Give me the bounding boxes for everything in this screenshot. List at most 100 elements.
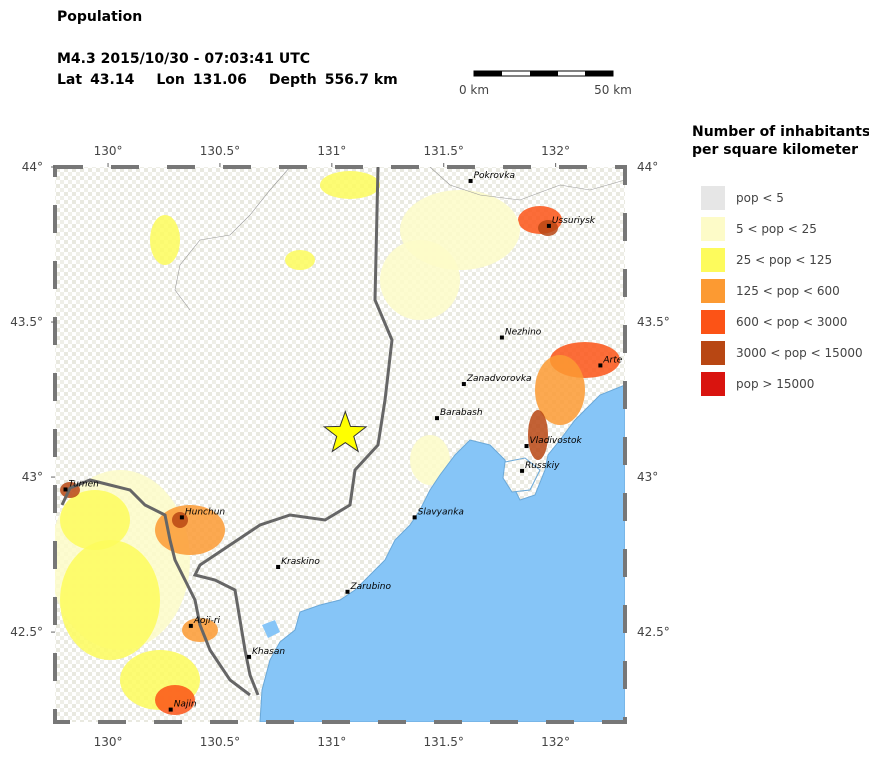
city-marker: [345, 589, 350, 594]
legend-label: 25 < pop < 125: [736, 253, 832, 267]
lon-label-bottom: 131.5°: [424, 735, 464, 749]
city-marker: [188, 623, 193, 628]
location-label: Depth: [269, 72, 317, 88]
population-area: [538, 220, 558, 236]
lon-label-top: 132°: [541, 144, 570, 158]
lat-label-left: 42.5°: [10, 625, 43, 639]
lat-label-left: 43.5°: [10, 315, 43, 329]
event: M4.3 2015/10/30 - 07:03:41 UTC: [57, 51, 310, 67]
city-label: Barabash: [440, 408, 483, 418]
city-label: Aoji-ri: [193, 616, 221, 626]
frame: [53, 165, 627, 724]
city-marker: [598, 363, 603, 368]
population-area: [60, 540, 160, 660]
cities: Pokrovka Ussuriysk Nezhino Arte Zanadvorovka…: [63, 171, 623, 712]
city-marker: [499, 335, 504, 340]
city-marker: [412, 515, 417, 520]
city-label: Pokrovka: [474, 171, 515, 181]
city-marker: [524, 444, 529, 449]
lat-label-right: 43°: [637, 470, 658, 484]
legend-swatch: [701, 217, 725, 241]
city-label: Najin: [174, 700, 197, 710]
population-area: [150, 215, 180, 265]
city-marker: [168, 707, 173, 712]
city-label: Arte: [602, 355, 622, 365]
legend-label: 3000 < pop < 15000: [736, 346, 863, 360]
city-marker: [247, 654, 252, 659]
legend: pop < 5 5 < pop < 25 25 < pop < 125 125 < p…: [701, 186, 863, 396]
city-label: Nezhino: [505, 328, 542, 338]
location-label: Lat: [57, 72, 82, 88]
city-label: Hunchun: [185, 507, 226, 517]
scale-bar: 0 km 50 km: [459, 70, 632, 97]
city-marker: [179, 515, 184, 520]
city-label: Ussuriysk: [552, 216, 596, 226]
lon-label-top: 130.5°: [200, 144, 240, 158]
lat-label-right: 43.5°: [637, 315, 670, 329]
population-area: [155, 685, 195, 715]
legend-label: 125 < pop < 600: [736, 284, 840, 298]
location-value: 43.14: [90, 72, 135, 88]
lon-label-bottom: 130.5°: [200, 735, 240, 749]
lat-label-right: 44°: [637, 160, 658, 174]
city-label: Vladivostok: [530, 436, 583, 446]
city-label: Slavyanka: [418, 507, 464, 517]
bay: [262, 620, 280, 638]
lon-label-top: 131.5°: [424, 144, 464, 158]
scale-end: 50 km: [594, 83, 632, 97]
legend-title: Number of inhabitants: [692, 124, 869, 140]
city-label: Tumen: [69, 479, 100, 489]
legend-label: 5 < pop < 25: [736, 222, 817, 236]
location-value: 131.06: [193, 72, 247, 88]
city-marker: [63, 487, 68, 492]
legend-swatch: [701, 248, 725, 272]
population-area: [410, 435, 450, 485]
location-label: Lon: [156, 72, 185, 88]
border: [192, 167, 394, 696]
lon-label-bottom: 132°: [541, 735, 570, 749]
population-area: [535, 355, 585, 425]
sea: [259, 384, 625, 722]
location-value: 556.7 km: [325, 72, 398, 88]
lon-label-top: 131°: [317, 144, 346, 158]
population-area: [380, 240, 460, 320]
legend-label: pop > 15000: [736, 377, 814, 391]
border: [60, 478, 251, 697]
city-marker: [546, 223, 551, 228]
city-marker: [435, 416, 440, 421]
epicenter: [322, 410, 368, 453]
population-area: [285, 250, 315, 270]
population: [55, 171, 620, 715]
legend-swatch: [701, 310, 725, 334]
scale-start: 0 km: [459, 83, 489, 97]
legend-swatch: [701, 186, 725, 210]
legend-swatch: [701, 279, 725, 303]
city-marker: [461, 382, 466, 387]
legend-label: pop < 5: [736, 191, 784, 205]
city-label: Khasan: [252, 647, 285, 657]
city-label: Russkiy: [525, 461, 560, 471]
city-label: Zanadvorovka: [466, 374, 532, 384]
population-area: [172, 512, 188, 528]
legend-label: 600 < pop < 3000: [736, 315, 847, 329]
lat-label-left: 43°: [22, 470, 43, 484]
legend-swatch: [701, 372, 725, 396]
location: Lat 43.14 Lon 131.06 Depth 556.7 km: [57, 72, 398, 88]
population-area: [60, 490, 130, 550]
lon-label-bottom: 131°: [317, 735, 346, 749]
city-label: Zarubino: [349, 582, 391, 592]
legend-swatch: [701, 341, 725, 365]
lon-label-top: 130°: [94, 144, 123, 158]
title: Population: [57, 9, 142, 25]
province-line: [174, 167, 625, 311]
population-area: [528, 410, 548, 460]
ticks: 130° 130° 130.5° 130.5° 131° 131° 131.5° 131.5°…: [10, 144, 669, 749]
lon-label-bottom: 130°: [94, 735, 123, 749]
location-text: Lat 43.14 Lon 131.06 Depth 556.7 km: [57, 72, 398, 88]
city-marker: [276, 564, 281, 569]
lat-label-right: 42.5°: [637, 625, 670, 639]
island: [502, 457, 541, 493]
population-area: [320, 171, 380, 199]
city-label: Kraskino: [281, 557, 320, 567]
